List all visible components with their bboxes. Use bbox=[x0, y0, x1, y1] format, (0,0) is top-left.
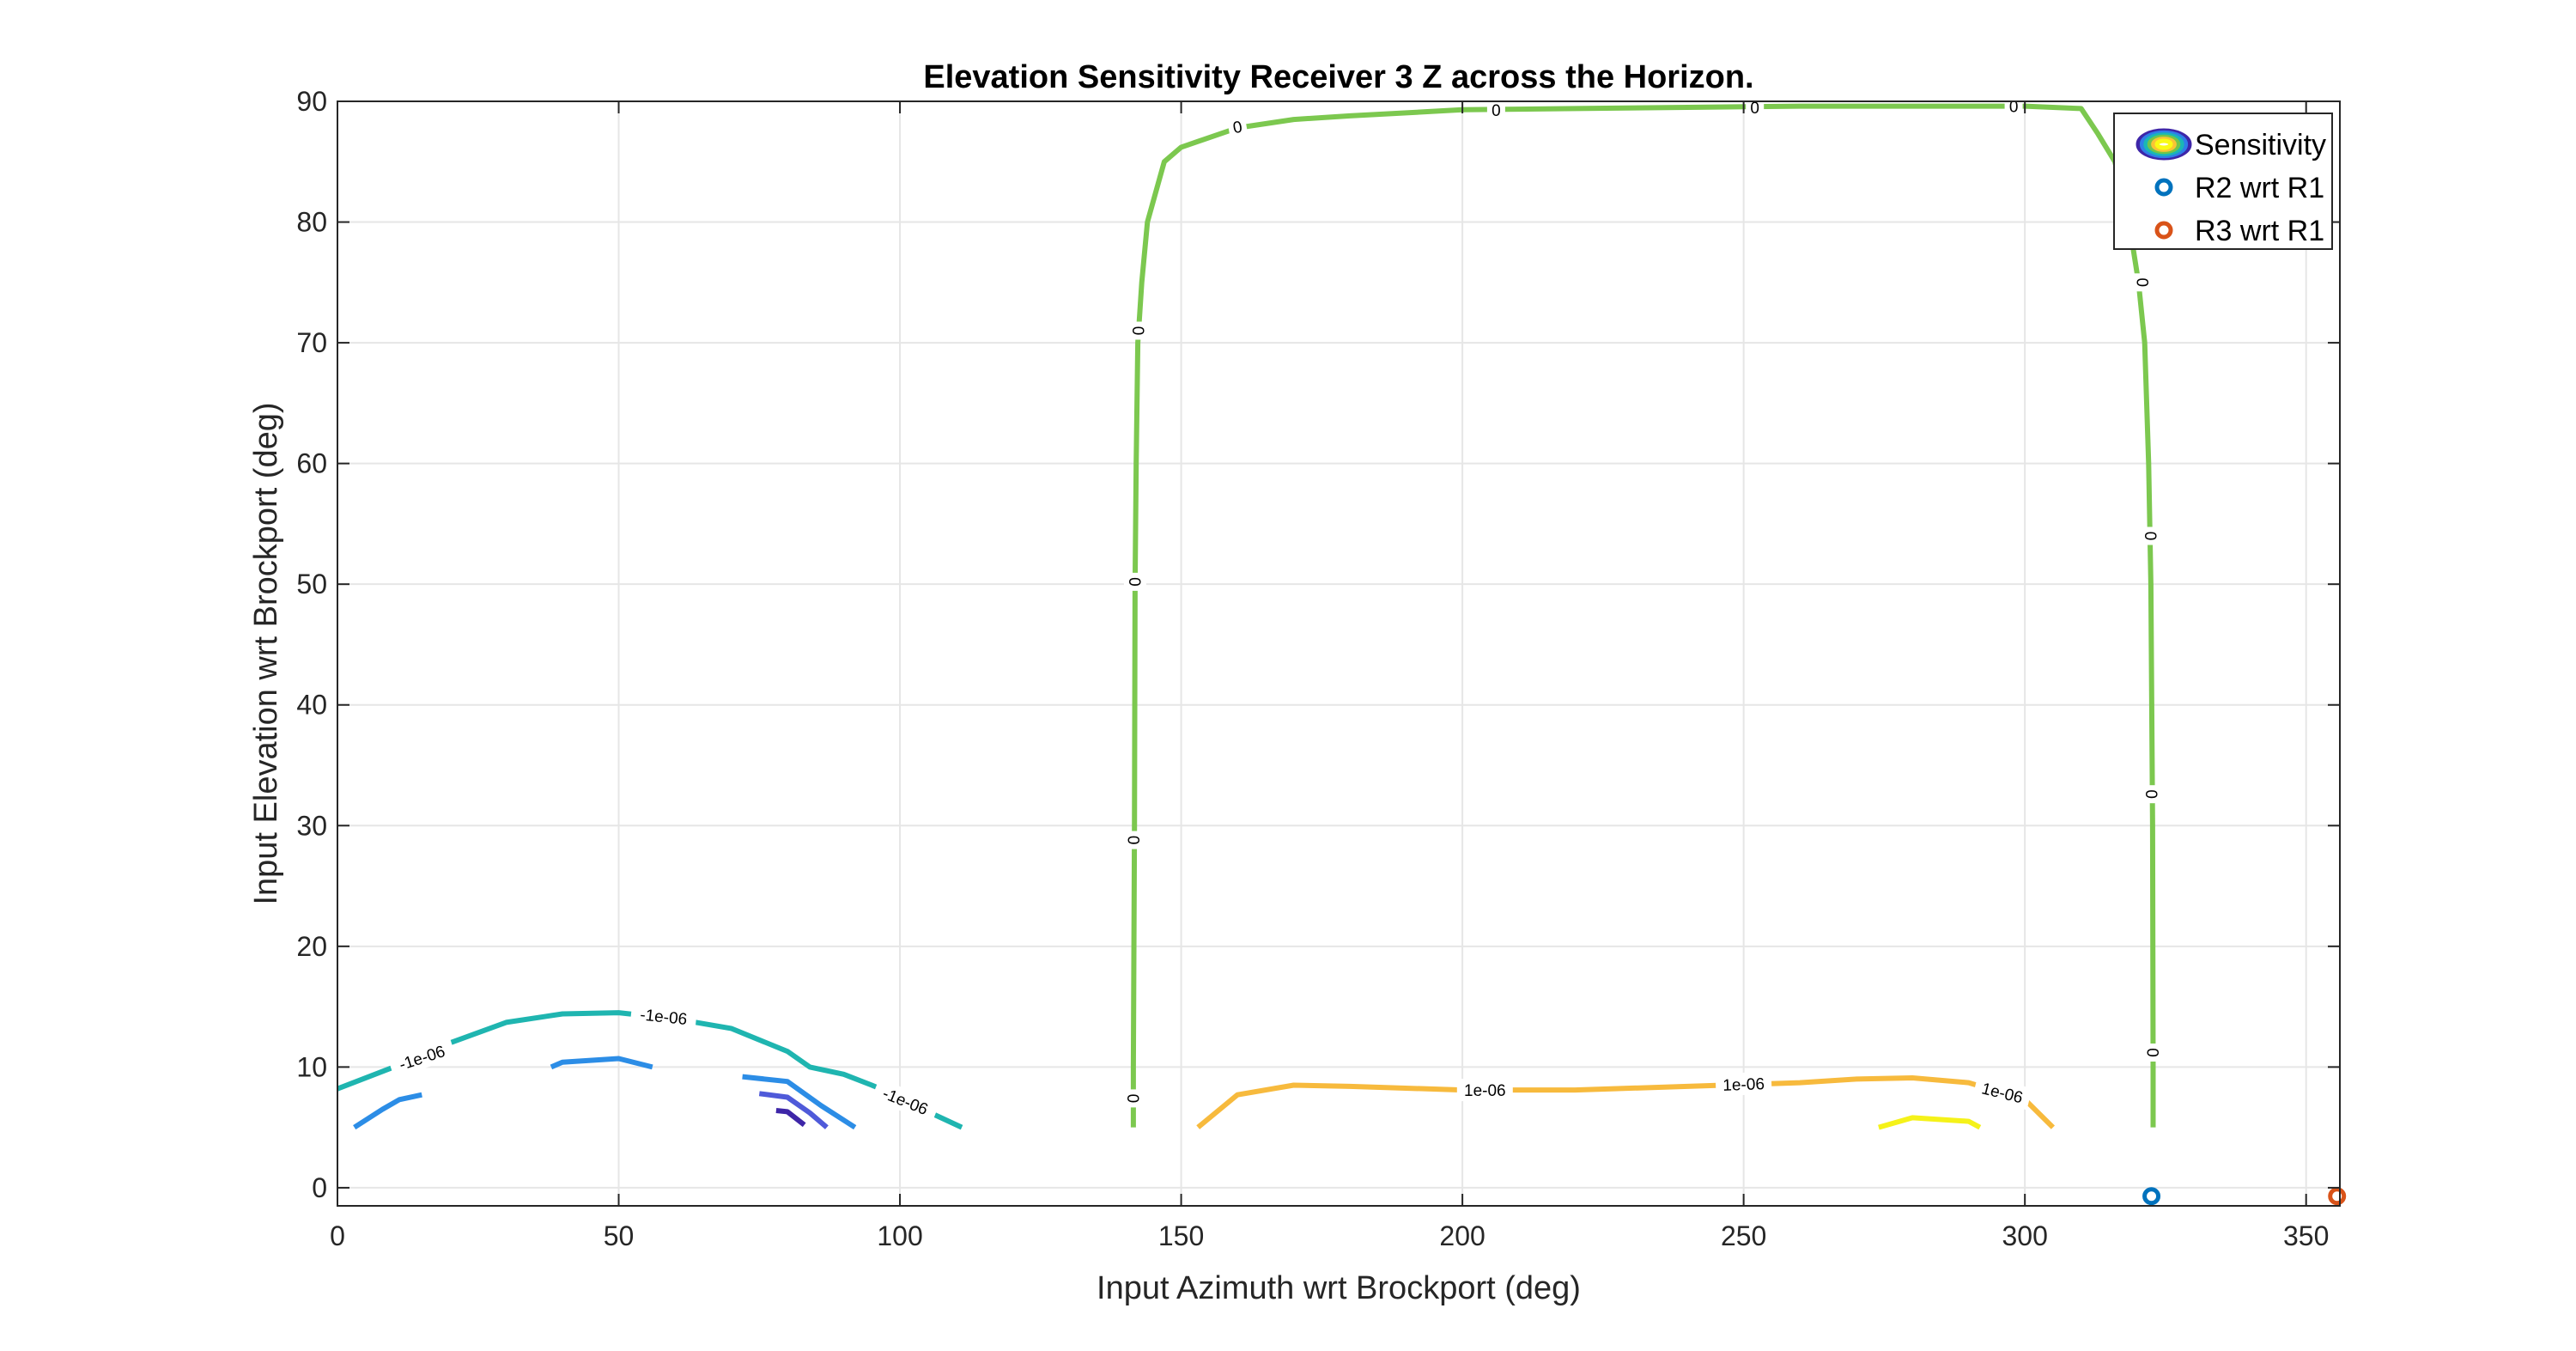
contour-line bbox=[353, 1092, 422, 1130]
y-tick-labels: 0 10 20 30 40 50 60 70 80 90 bbox=[296, 86, 327, 1203]
legend-label: Sensitivity bbox=[2195, 129, 2326, 161]
contour-label-text: 0 bbox=[1124, 836, 1142, 845]
legend-marker bbox=[2154, 221, 2173, 240]
x-tick-label: 250 bbox=[1721, 1220, 1766, 1251]
contour-label-gap bbox=[1121, 1089, 1145, 1108]
y-tick-label: 80 bbox=[296, 207, 327, 238]
contour-label: 0 bbox=[2141, 785, 2164, 804]
x-tick-label: 350 bbox=[2283, 1220, 2329, 1251]
contour-label: 0 bbox=[1122, 831, 1145, 849]
contour-line bbox=[758, 1091, 829, 1129]
y-tick-label: 40 bbox=[296, 690, 327, 721]
contour-label-gap bbox=[1127, 321, 1150, 340]
receiver-marker bbox=[2142, 1187, 2161, 1206]
contour-label-gap bbox=[1226, 113, 1249, 140]
contour-label-gap bbox=[2141, 785, 2164, 804]
receiver-markers bbox=[2142, 1187, 2347, 1206]
y-tick-label: 60 bbox=[296, 448, 327, 479]
contour-label: 1e-06 bbox=[1456, 1079, 1513, 1102]
contour-label-gap bbox=[629, 1001, 698, 1032]
x-tick-label: 100 bbox=[877, 1220, 922, 1251]
contour-label-text: 0 bbox=[2141, 532, 2159, 541]
contour-lines bbox=[336, 103, 2156, 1130]
contour-label-text: 0 bbox=[2143, 1048, 2161, 1057]
contour-label: 0 bbox=[1746, 96, 1765, 119]
x-tick-label: 0 bbox=[330, 1220, 345, 1251]
contour-label-text: 0 bbox=[1231, 119, 1243, 138]
y-tick-label: 20 bbox=[296, 931, 327, 962]
x-tick-label: 200 bbox=[1439, 1220, 1485, 1251]
plot-frame bbox=[337, 100, 2341, 1207]
legend: Sensitivity R2 wrt R1 R3 wrt R1 bbox=[2113, 113, 2333, 250]
contour-label-text: 1e-06 bbox=[1464, 1082, 1506, 1100]
contour-label-gap bbox=[1456, 1079, 1513, 1102]
receiver-marker bbox=[2328, 1187, 2347, 1206]
contour-line bbox=[775, 1108, 806, 1128]
contour-label: 0 bbox=[1486, 98, 1505, 121]
contour-label: 0 bbox=[2131, 273, 2154, 292]
contour-label: 0 bbox=[1127, 321, 1150, 340]
contour-line bbox=[742, 1074, 857, 1130]
contour-line bbox=[1878, 1115, 1982, 1130]
contour-line bbox=[1196, 1075, 2056, 1129]
contour-label-gap bbox=[1123, 572, 1146, 591]
contour-label-gap bbox=[1715, 1071, 1772, 1097]
contour-label-text: 0 bbox=[2009, 99, 2019, 117]
contour-label-text: 0 bbox=[1128, 326, 1146, 336]
contour-label: 0 bbox=[1121, 1089, 1145, 1108]
y-tick-label: 0 bbox=[312, 1172, 327, 1203]
x-axis-label: Input Azimuth wrt Brockport (deg) bbox=[1097, 1270, 1581, 1306]
contour-label-gap bbox=[871, 1078, 940, 1123]
contour-label-gap bbox=[1486, 98, 1505, 121]
contour-label-text: 0 bbox=[1750, 100, 1759, 118]
x-tick-label: 300 bbox=[2002, 1220, 2047, 1251]
contour-label: 0 bbox=[1226, 113, 1249, 140]
legend-ellipse bbox=[2154, 138, 2173, 150]
contour-label: 0 bbox=[2142, 1044, 2165, 1062]
contour-label-gap bbox=[2139, 526, 2162, 545]
legend-marker bbox=[2154, 178, 2173, 197]
contour-label-text: 0 bbox=[1123, 1094, 1141, 1104]
axis-ticks bbox=[337, 100, 2340, 1206]
legend-sensitivity-icon bbox=[2136, 128, 2192, 161]
contour-label-text: 0 bbox=[1125, 577, 1143, 587]
contour-line bbox=[550, 1056, 653, 1070]
contour-label: -1e-06 bbox=[629, 1001, 698, 1032]
plot-background bbox=[337, 101, 2340, 1206]
y-tick-label: 50 bbox=[296, 569, 327, 599]
contour-label: 0 bbox=[2139, 526, 2162, 545]
contour-label-text: 1e-06 bbox=[1722, 1075, 1765, 1095]
contour-label-text: 0 bbox=[2142, 789, 2160, 799]
y-tick-label: 10 bbox=[296, 1051, 327, 1082]
contour-label-text: 0 bbox=[2133, 278, 2151, 288]
contour-label-text: 0 bbox=[1492, 102, 1501, 120]
contour-label: 0 bbox=[1123, 572, 1146, 591]
contour-line bbox=[1130, 103, 2156, 1128]
contour-label-gap bbox=[1972, 1074, 2032, 1111]
contour-label-gap bbox=[2142, 1044, 2165, 1062]
x-tick-labels: 0 50 100 150 200 250 300 350 bbox=[330, 1220, 2329, 1251]
chart-title: Elevation Sensitivity Receiver 3 Z acros… bbox=[923, 59, 1753, 95]
contour-label: 1e-06 bbox=[1715, 1071, 1772, 1097]
x-tick-label: 150 bbox=[1158, 1220, 1204, 1251]
contour-label-gap bbox=[1122, 831, 1145, 849]
contour-label-gap bbox=[2131, 273, 2154, 292]
contour-label: 0 bbox=[2004, 94, 2023, 118]
y-tick-label: 90 bbox=[296, 86, 327, 117]
y-tick-label: 70 bbox=[296, 327, 327, 358]
y-tick-label: 30 bbox=[296, 810, 327, 841]
contour-label-gap bbox=[387, 1036, 457, 1079]
y-axis-label: Input Elevation wrt Brockport (deg) bbox=[248, 402, 284, 904]
legend-label: R3 wrt R1 bbox=[2195, 215, 2324, 247]
x-tick-label: 50 bbox=[604, 1220, 635, 1251]
legend-label: R2 wrt R1 bbox=[2195, 172, 2324, 204]
